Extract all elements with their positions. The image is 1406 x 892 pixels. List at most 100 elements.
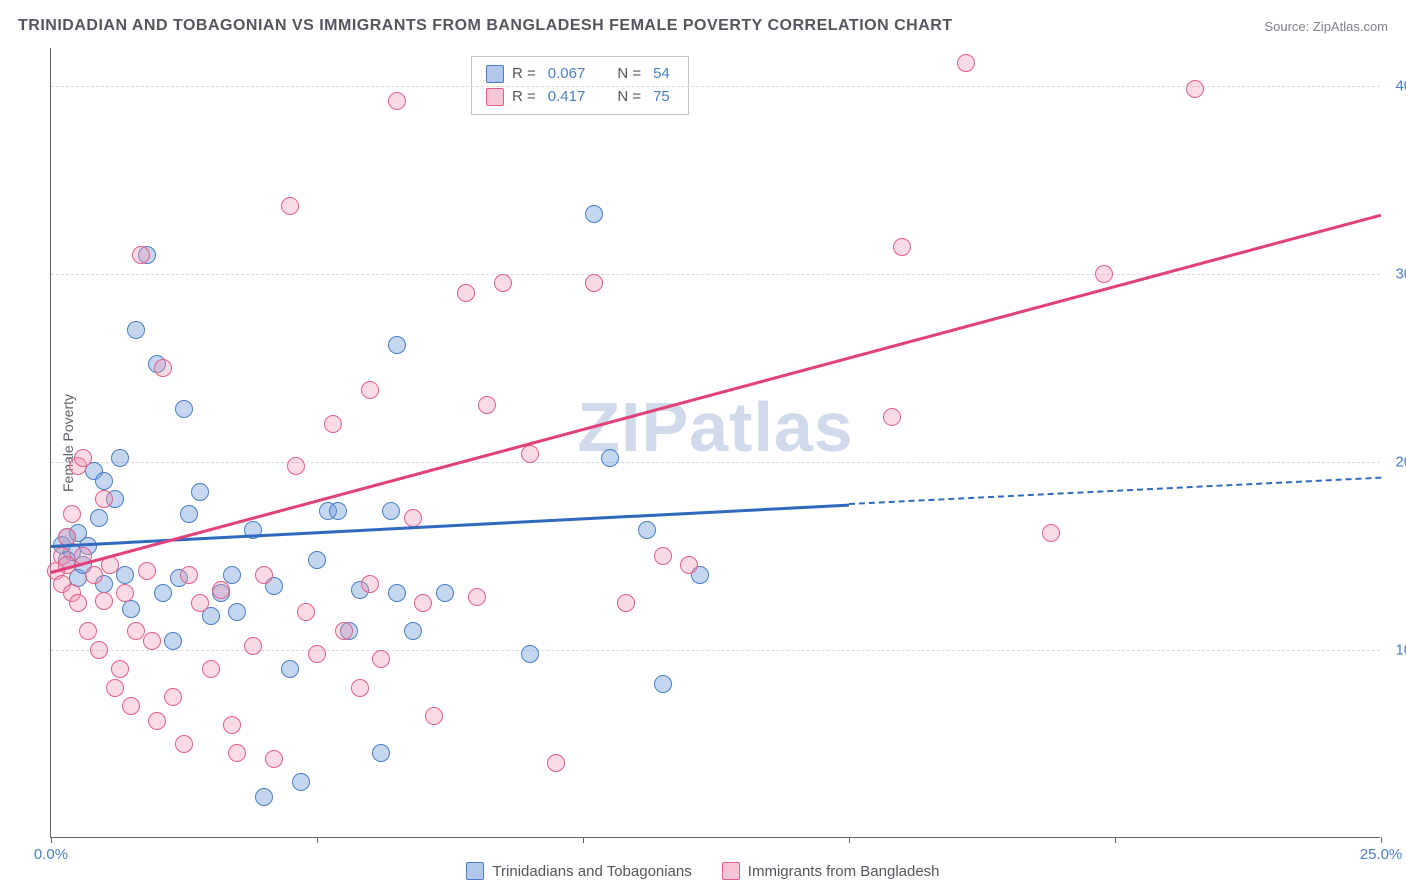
data-point <box>468 588 486 606</box>
data-point <box>223 716 241 734</box>
data-point <box>601 449 619 467</box>
x-tick-label: 25.0% <box>1360 846 1403 863</box>
swatch-pink-icon <box>722 862 740 880</box>
data-point <box>521 445 539 463</box>
data-point <box>281 660 299 678</box>
data-point <box>388 336 406 354</box>
data-point <box>106 679 124 697</box>
series-name: Trinidadians and Tobagonians <box>492 863 691 880</box>
data-point <box>255 566 273 584</box>
data-point <box>382 502 400 520</box>
data-point <box>164 632 182 650</box>
y-axis-label: Female Poverty <box>60 393 76 491</box>
data-point <box>95 592 113 610</box>
data-point <box>494 274 512 292</box>
data-point <box>69 594 87 612</box>
data-point <box>329 502 347 520</box>
data-point <box>414 594 432 612</box>
data-point <box>361 575 379 593</box>
data-point <box>478 396 496 414</box>
data-point <box>265 750 283 768</box>
watermark: ZIPatlas <box>577 387 853 467</box>
gridline <box>51 86 1380 87</box>
data-point <box>893 238 911 256</box>
data-point <box>95 472 113 490</box>
data-point <box>85 566 103 584</box>
data-point <box>547 754 565 772</box>
swatch-pink-icon <box>486 88 504 106</box>
legend-n-label: N = <box>617 63 641 86</box>
x-tick <box>849 837 850 843</box>
data-point <box>585 274 603 292</box>
legend-row: R = 0.067 N = 54 <box>486 63 674 86</box>
data-point <box>244 637 262 655</box>
data-point <box>79 622 97 640</box>
data-point <box>388 92 406 110</box>
x-tick <box>1381 837 1382 843</box>
chart-header: TRINIDADIAN AND TOBAGONIAN VS IMMIGRANTS… <box>18 12 1388 40</box>
source-label: Source: ZipAtlas.com <box>1264 19 1388 34</box>
data-point <box>680 556 698 574</box>
data-point <box>148 712 166 730</box>
data-point <box>175 735 193 753</box>
data-point <box>228 744 246 762</box>
trend-line <box>51 214 1382 574</box>
data-point <box>255 788 273 806</box>
data-point <box>175 400 193 418</box>
data-point <box>436 584 454 602</box>
data-point <box>292 773 310 791</box>
data-point <box>143 632 161 650</box>
data-point <box>351 679 369 697</box>
data-point <box>654 675 672 693</box>
plot-area: Female Poverty ZIPatlas R = 0.067 N = 54… <box>50 48 1380 838</box>
data-point <box>617 594 635 612</box>
y-tick-label: 20.0% <box>1386 453 1406 470</box>
data-point <box>180 505 198 523</box>
y-tick-label: 40.0% <box>1386 77 1406 94</box>
gridline <box>51 462 1380 463</box>
data-point <box>324 415 342 433</box>
data-point <box>638 521 656 539</box>
data-point <box>90 641 108 659</box>
legend-n-value: 75 <box>649 86 674 109</box>
data-point <box>585 205 603 223</box>
data-point <box>308 551 326 569</box>
gridline <box>51 274 1380 275</box>
data-point <box>154 584 172 602</box>
data-point <box>281 197 299 215</box>
swatch-blue-icon <box>466 862 484 880</box>
trend-line <box>849 477 1381 505</box>
data-point <box>883 408 901 426</box>
legend-n-label: N = <box>617 86 641 109</box>
data-point <box>1042 524 1060 542</box>
data-point <box>372 744 390 762</box>
x-tick-label: 0.0% <box>34 846 68 863</box>
x-tick <box>1115 837 1116 843</box>
legend-item: Immigrants from Bangladesh <box>722 862 940 880</box>
data-point <box>457 284 475 302</box>
data-point <box>202 660 220 678</box>
legend-row: R = 0.417 N = 75 <box>486 86 674 109</box>
data-point <box>127 321 145 339</box>
data-point <box>372 650 390 668</box>
data-point <box>111 660 129 678</box>
series-name: Immigrants from Bangladesh <box>748 863 940 880</box>
data-point <box>228 603 246 621</box>
x-tick <box>51 837 52 843</box>
data-point <box>63 505 81 523</box>
x-tick <box>317 837 318 843</box>
data-point <box>122 697 140 715</box>
data-point <box>132 246 150 264</box>
legend-r-label: R = <box>512 86 536 109</box>
data-point <box>297 603 315 621</box>
data-point <box>654 547 672 565</box>
data-point <box>404 509 422 527</box>
swatch-blue-icon <box>486 65 504 83</box>
data-point <box>957 54 975 72</box>
data-point <box>180 566 198 584</box>
data-point <box>1186 80 1204 98</box>
y-tick-label: 10.0% <box>1386 641 1406 658</box>
y-tick-label: 30.0% <box>1386 265 1406 282</box>
data-point <box>74 449 92 467</box>
data-point <box>361 381 379 399</box>
